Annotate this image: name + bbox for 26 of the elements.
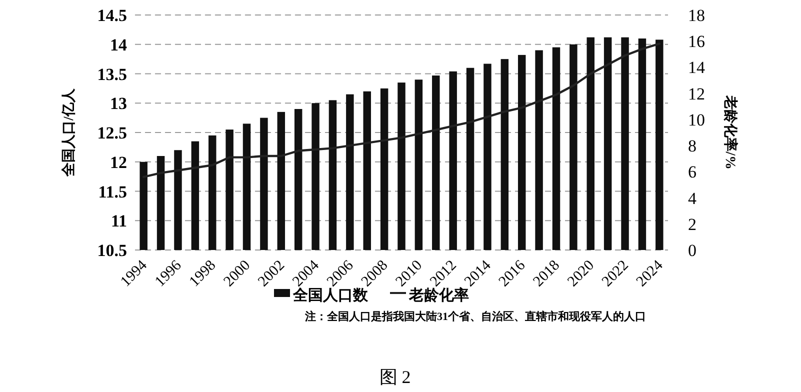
y2-tick-label: 14 <box>688 58 706 78</box>
y2-tick-label: 0 <box>688 241 696 260</box>
y2-tick-label: 8 <box>688 136 696 156</box>
caption: 图 2 <box>379 367 411 387</box>
y2-tick-label: 16 <box>688 32 705 52</box>
y-tick-label: 12 <box>110 152 127 172</box>
y2-tick-label: 2 <box>688 214 696 234</box>
y2-tick-label: 6 <box>688 162 696 182</box>
y-tick-label: 14.5 <box>97 6 127 25</box>
line-series <box>142 42 661 178</box>
y2-tick-label: 4 <box>688 188 697 208</box>
y-tick-label: 13 <box>110 94 127 114</box>
legend-label: 老龄化率 <box>408 286 469 304</box>
y-tick-label: 10.5 <box>97 241 127 260</box>
y-tick-label: 11.5 <box>98 182 127 202</box>
text: 注：全国人口是指我国大陆31个省、自治区、直辖市和现役军人的人口 <box>304 310 646 323</box>
y2-tick-label: 18 <box>688 6 705 25</box>
y2-tick-label: 10 <box>688 110 705 130</box>
y2-axis-title: 老龄化率/% <box>722 94 739 170</box>
y-tick-label: 12.5 <box>97 124 127 142</box>
y-axis-title: 全国人口/亿人 <box>61 88 77 178</box>
y-tick-label: 14 <box>110 35 128 54</box>
legend-label: 全国人口数 <box>292 287 369 304</box>
y2-tick-label: 12 <box>688 84 705 104</box>
y-tick-label: 13.5 <box>97 64 127 84</box>
y-tick-label: 11 <box>110 212 127 231</box>
